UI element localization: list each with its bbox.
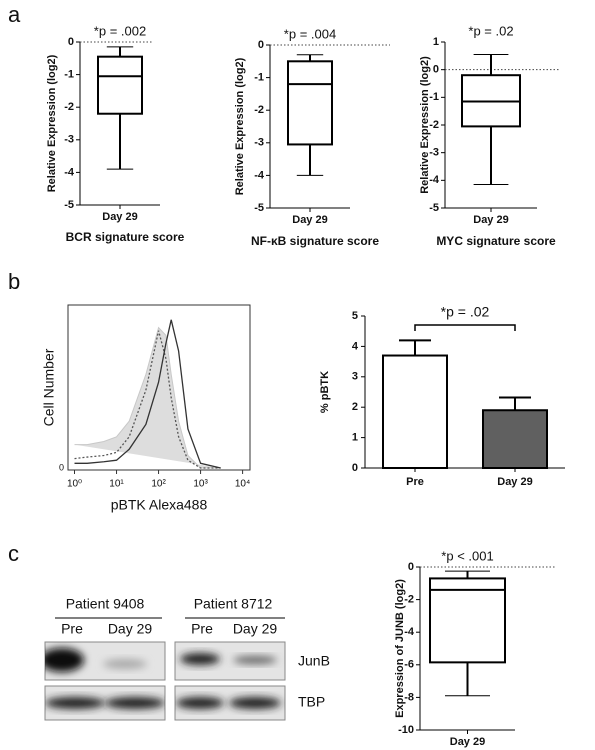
y-axis-label: % pBTK <box>319 371 331 413</box>
lane-label: Pre <box>61 621 83 637</box>
y-tick-label: 0 <box>408 561 414 573</box>
y-axis-label: Relative Expression (log2) <box>234 57 246 195</box>
y-tick-label: -3 <box>254 137 264 149</box>
x-tick-label: 10³ <box>193 479 208 490</box>
y-tick-label: -5 <box>64 199 74 211</box>
annotation: *p = .002 <box>94 23 146 38</box>
y-tick-label: 0 <box>433 64 439 76</box>
lane-label: Pre <box>191 621 213 637</box>
x-tick-label: Day 29 <box>473 214 508 226</box>
lane-label: Day 29 <box>233 621 278 637</box>
significance-bracket <box>414 324 516 331</box>
y-tick-label: 1 <box>433 36 439 48</box>
x-tick-label: 10² <box>151 479 166 490</box>
y-tick-label: 4 <box>352 340 359 352</box>
bar <box>482 409 548 469</box>
y-tick-label: -4 <box>404 626 415 638</box>
y-tick-label: -3 <box>64 134 74 146</box>
y-tick-label: 0 <box>68 36 74 48</box>
annotation: *p = .02 <box>468 23 513 38</box>
y-tick-label: -6 <box>404 659 414 671</box>
annotation: *p = .004 <box>284 26 336 41</box>
x-tick-label: 10⁴ <box>235 479 250 490</box>
x-tick-label: 10⁰ <box>67 479 82 490</box>
western-blot: Patient 9408 Pre Day 29 Patient 8712 Pre… <box>44 596 330 721</box>
subtitle: MYC signature score <box>436 234 556 248</box>
y-tick-label: 0 <box>352 462 358 474</box>
box <box>287 60 333 146</box>
box <box>429 577 506 664</box>
y-tick-label: 1 <box>352 432 358 444</box>
x-tick-label: Day 29 <box>102 211 137 223</box>
y-tick-label: 3 <box>352 371 358 383</box>
y-tick-label: -4 <box>254 169 265 181</box>
x-tick-label: Pre <box>406 476 424 488</box>
bar <box>382 354 448 469</box>
subtitle: NF-κB signature score <box>251 234 379 248</box>
y-tick-label: 0 <box>59 462 64 472</box>
annotation: *p < .001 <box>441 548 493 563</box>
y-axis-label: Expression of JUNB (log2) <box>394 579 406 718</box>
panel-label: a <box>8 2 21 27</box>
panel-label: c <box>8 541 19 566</box>
y-tick-label: -1 <box>64 69 74 81</box>
y-tick-label: -3 <box>429 147 439 159</box>
x-tick-label: Day 29 <box>450 736 485 748</box>
y-tick-label: 0 <box>258 39 264 51</box>
y-tick-label: -8 <box>404 691 414 703</box>
row-label: JunB <box>298 653 330 669</box>
lane-label: Day 29 <box>108 621 153 637</box>
y-tick-label: -2 <box>429 119 439 131</box>
panel-label: b <box>8 269 20 294</box>
y-tick-label: -1 <box>254 72 264 84</box>
x-tick-label: 10¹ <box>109 479 124 490</box>
annotation: *p = .02 <box>441 304 490 320</box>
row-label: TBP <box>298 694 325 710</box>
histogram-curve <box>74 330 221 469</box>
box <box>97 55 143 115</box>
y-tick-label: -2 <box>254 104 264 116</box>
y-axis-label: Cell Number <box>41 348 57 426</box>
x-axis-label: pBTK Alexa488 <box>111 497 208 513</box>
patient-label: Patient 9408 <box>66 596 145 612</box>
y-tick-label: -2 <box>404 594 414 606</box>
y-tick-label: 5 <box>352 310 358 322</box>
y-tick-label: -4 <box>429 174 440 186</box>
y-tick-label: 2 <box>352 401 358 413</box>
x-tick-label: Day 29 <box>292 214 327 226</box>
y-tick-label: -5 <box>254 202 264 214</box>
y-axis-label: Relative Expression (log2) <box>46 54 58 192</box>
y-tick-label: -10 <box>398 724 414 736</box>
y-tick-label: -5 <box>429 202 439 214</box>
y-tick-label: -1 <box>429 91 439 103</box>
x-tick-label: Day 29 <box>497 476 532 488</box>
patient-label: Patient 8712 <box>194 596 273 612</box>
y-axis-label: Relative Expression (log2) <box>419 56 431 194</box>
y-tick-label: -2 <box>64 101 74 113</box>
histogram-curve <box>74 326 221 469</box>
subtitle: BCR signature score <box>66 230 185 244</box>
y-tick-label: -4 <box>64 166 75 178</box>
histogram-curve <box>74 319 221 469</box>
